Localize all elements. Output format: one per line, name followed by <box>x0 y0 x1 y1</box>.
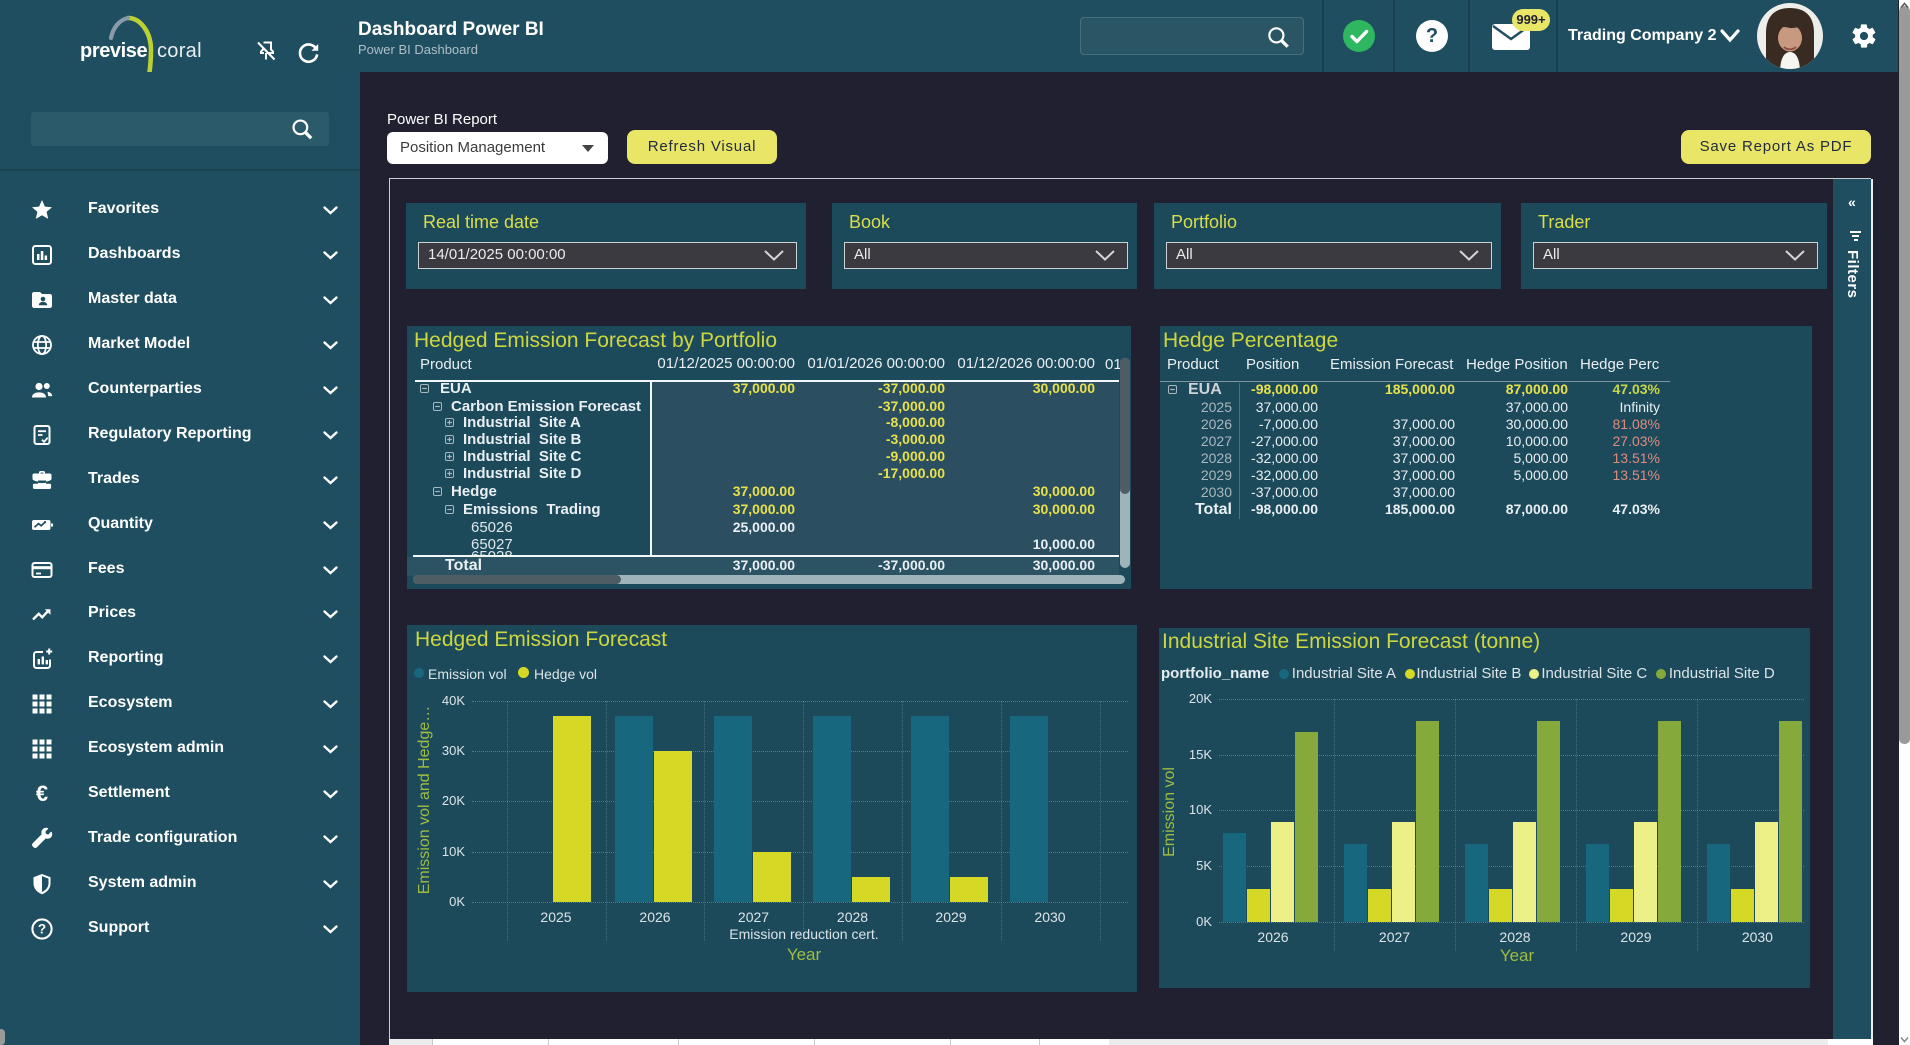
svg-text:?: ? <box>38 922 46 937</box>
svg-text:€: € <box>36 782 48 806</box>
